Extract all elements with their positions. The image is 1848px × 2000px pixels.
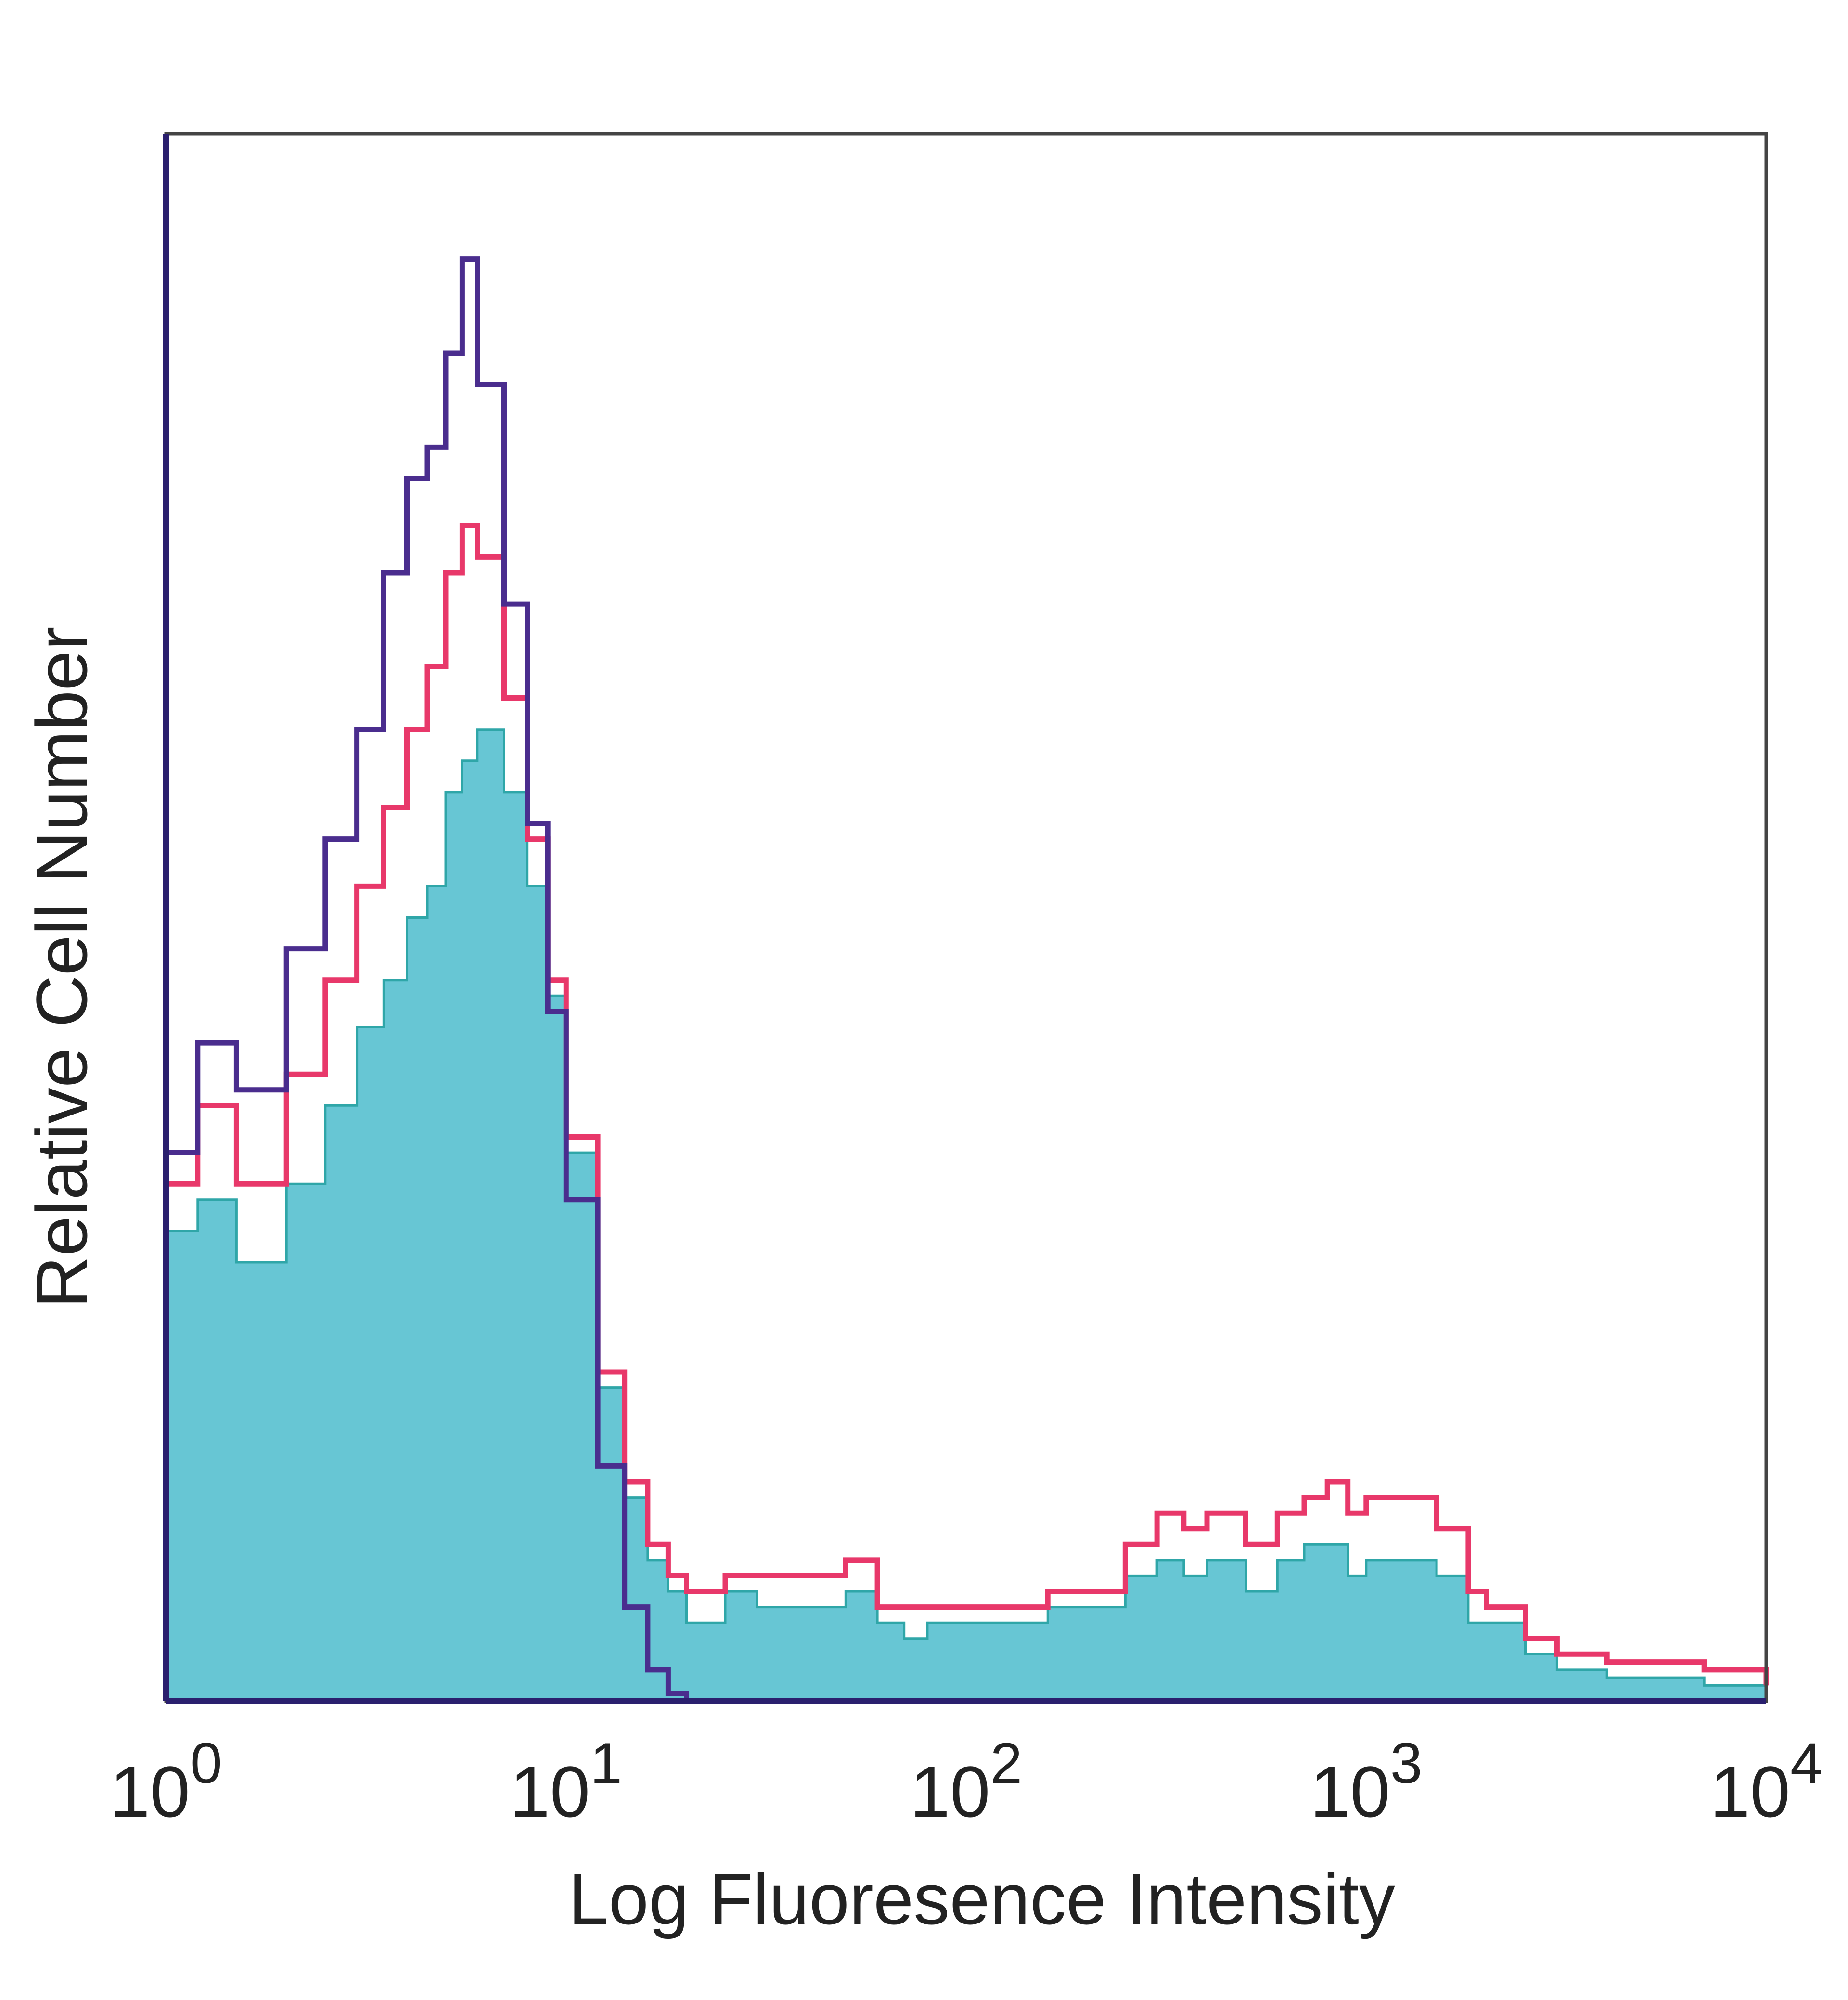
- plot-frame: [163, 132, 1768, 1704]
- series-0-filled-histogram: [165, 728, 1768, 1703]
- series-2-outline-histogram: [166, 256, 689, 1701]
- plot-area: [165, 256, 1769, 1703]
- x-tick-label-4: 104: [1710, 1731, 1822, 1832]
- x-axis-title: Log Fluoresence Intensity: [568, 1859, 1395, 1939]
- x-tick-label-3: 103: [1310, 1731, 1423, 1832]
- y-axis-title: Relative Cell Number: [21, 626, 102, 1308]
- x-tick-label-1: 101: [510, 1731, 622, 1832]
- series-1-outline-histogram: [166, 523, 1769, 1686]
- x-tick-label-0: 100: [110, 1731, 222, 1832]
- x-tick-label-2: 102: [910, 1731, 1023, 1832]
- x-axis-ticks: 100 101 102 103 104: [110, 1731, 1822, 1832]
